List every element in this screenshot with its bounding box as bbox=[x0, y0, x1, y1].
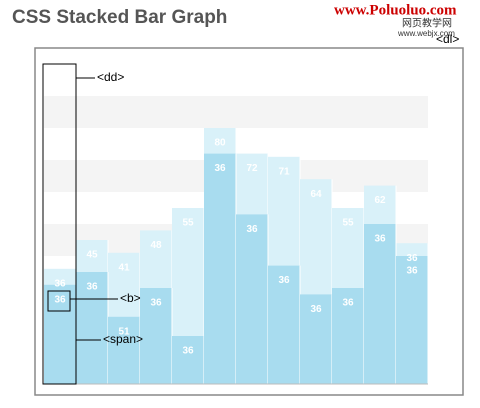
bar bbox=[204, 153, 236, 384]
bar-label: 36 bbox=[374, 234, 386, 245]
bar bbox=[236, 214, 268, 384]
bar bbox=[300, 294, 332, 384]
bar-label: 62 bbox=[374, 195, 386, 206]
bar-label: 55 bbox=[342, 218, 354, 229]
bar-label: 51 bbox=[118, 326, 130, 337]
b-annotation: <b> bbox=[120, 291, 141, 305]
bar-label: 36 bbox=[406, 266, 418, 277]
bar-label: 72 bbox=[246, 163, 258, 174]
watermark-cn: 网页教学网 bbox=[402, 17, 452, 30]
bar-label: 45 bbox=[86, 250, 98, 261]
dd-annotation: <dd> bbox=[97, 70, 124, 84]
bar-label: 36 bbox=[214, 163, 226, 174]
bar bbox=[108, 316, 140, 384]
bar-label: 36 bbox=[54, 294, 66, 305]
bar-label: 36 bbox=[246, 224, 258, 235]
bar-label: 36 bbox=[310, 304, 322, 315]
watermark: www.Poluoluo.com bbox=[334, 2, 457, 18]
bar bbox=[140, 288, 172, 384]
bar bbox=[268, 265, 300, 384]
bar bbox=[332, 288, 364, 384]
bar-label: 80 bbox=[214, 138, 226, 149]
bar-label: 36 bbox=[406, 253, 418, 264]
bar-label: 55 bbox=[182, 218, 194, 229]
bar-label: 41 bbox=[118, 262, 130, 273]
bar-label: 71 bbox=[278, 166, 290, 177]
bar-label: 36 bbox=[278, 275, 290, 286]
bar-label: 36 bbox=[150, 298, 162, 309]
watermark-url: www.webjx.com bbox=[397, 29, 455, 38]
bar bbox=[172, 336, 204, 384]
bar bbox=[396, 256, 428, 384]
bar bbox=[76, 272, 108, 384]
span-annotation: <span> bbox=[103, 332, 143, 346]
b-outline bbox=[47, 290, 71, 312]
bar-label: 36 bbox=[54, 278, 66, 289]
bar-label: 36 bbox=[342, 298, 354, 309]
bar-label: 36 bbox=[182, 346, 194, 357]
bar-label: 48 bbox=[150, 240, 162, 251]
dd-outline bbox=[42, 63, 77, 385]
page-title: CSS Stacked Bar Graph bbox=[12, 7, 227, 28]
bar bbox=[44, 284, 76, 384]
bar-label: 36 bbox=[86, 282, 98, 293]
dl-annotation: <dl> bbox=[436, 32, 459, 46]
bar bbox=[364, 224, 396, 384]
bar-label: 64 bbox=[310, 189, 322, 200]
